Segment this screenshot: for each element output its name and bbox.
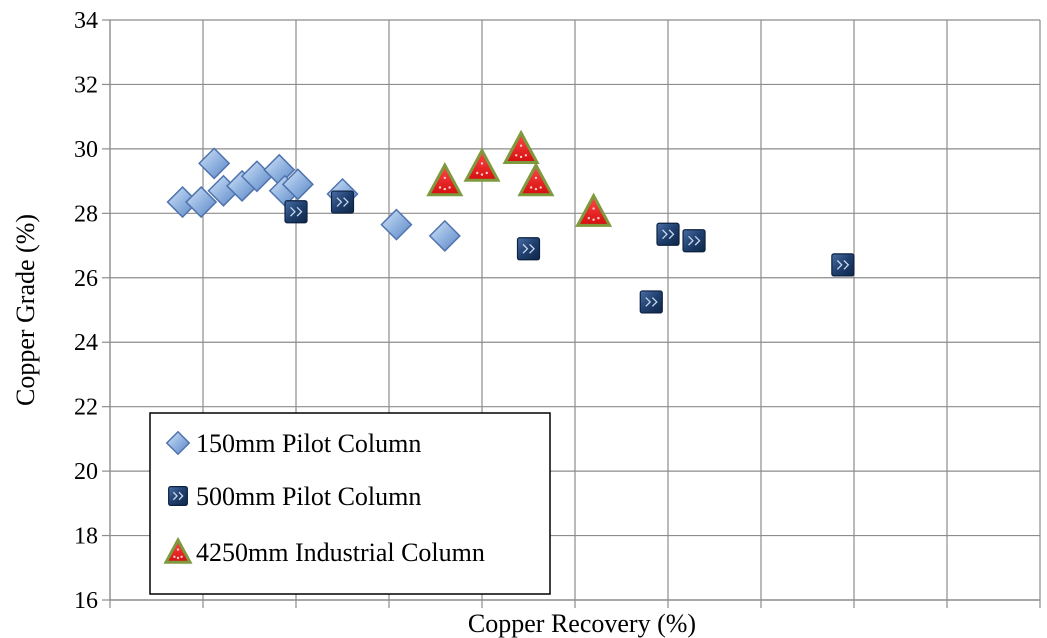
axes bbox=[102, 19, 1041, 608]
legend-box bbox=[149, 412, 551, 595]
legend-marker-triangle bbox=[163, 536, 193, 564]
data-point bbox=[639, 290, 663, 314]
tick-labels: 16 18 20 22 24 26 28 30 32 34 bbox=[74, 8, 98, 614]
data-point bbox=[284, 200, 308, 224]
y-tick-label: 30 bbox=[74, 137, 98, 163]
data-point bbox=[281, 168, 314, 201]
y-tick-label: 20 bbox=[74, 459, 98, 485]
legend-item: 4250mm Industrial Column bbox=[163, 536, 485, 567]
data-point bbox=[517, 161, 555, 197]
legend-marker-square bbox=[168, 486, 188, 506]
y-tick-label: 22 bbox=[74, 395, 98, 421]
data-point bbox=[428, 219, 461, 252]
data-point bbox=[426, 161, 464, 197]
legend-marker-diamond bbox=[165, 430, 191, 456]
data-point bbox=[575, 192, 613, 227]
series-triangle bbox=[426, 129, 613, 227]
data-point bbox=[831, 253, 855, 277]
data-point bbox=[198, 147, 231, 180]
y-tick-label: 26 bbox=[74, 266, 98, 292]
data-points bbox=[166, 129, 855, 314]
data-point bbox=[516, 237, 541, 261]
legend-label: 4250mm Industrial Column bbox=[196, 538, 485, 567]
data-point bbox=[380, 208, 413, 241]
legend-label: 500mm Pilot Column bbox=[196, 482, 421, 511]
series-square bbox=[284, 190, 855, 314]
data-point bbox=[682, 229, 706, 253]
legend: 150mm Pilot Column 500mm Pilot Column 4250… bbox=[149, 412, 551, 595]
series-diamond bbox=[166, 147, 461, 252]
grid-lines bbox=[110, 19, 1041, 600]
y-tick-label: 24 bbox=[74, 330, 98, 356]
y-tick-label: 32 bbox=[74, 72, 98, 98]
data-point bbox=[330, 190, 355, 214]
legend-item: 500mm Pilot Column bbox=[168, 482, 421, 511]
data-point bbox=[656, 222, 680, 246]
legend-item: 150mm Pilot Column bbox=[165, 429, 421, 458]
y-tick-label: 28 bbox=[74, 201, 98, 227]
data-point bbox=[502, 129, 540, 164]
legend-label: 150mm Pilot Column bbox=[196, 429, 421, 458]
x-axis-title: Copper Recovery (%) bbox=[468, 609, 696, 638]
y-axis-title: Copper Grade (%) bbox=[11, 214, 40, 406]
y-tick-label: 18 bbox=[74, 524, 98, 550]
data-point bbox=[185, 185, 218, 219]
data-point bbox=[463, 147, 501, 182]
y-tick-label: 16 bbox=[74, 588, 98, 614]
y-tick-label: 34 bbox=[74, 8, 98, 34]
